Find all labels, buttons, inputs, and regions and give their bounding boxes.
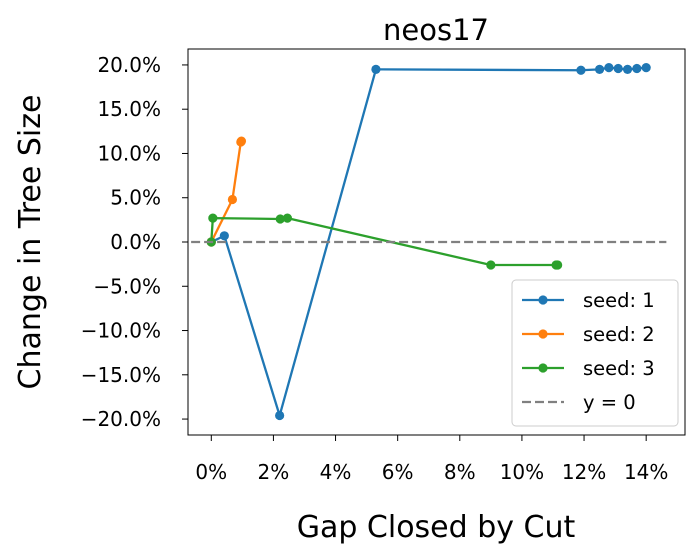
data-point <box>275 214 285 224</box>
data-point <box>632 63 642 74</box>
chart-title: neos17 <box>383 13 489 47</box>
legend-box <box>511 279 679 427</box>
series-seed-1 <box>206 62 651 421</box>
x-axis-title: Gap Closed by Cut <box>297 510 576 545</box>
legend-item-seed-2: seed: 2 <box>522 323 655 346</box>
data-point <box>282 213 292 223</box>
data-point <box>553 260 563 270</box>
y-tick-label: −10.0% <box>81 319 161 343</box>
data-point <box>486 260 496 270</box>
y-tick-label: 20.0% <box>97 53 161 77</box>
legend-item-seed-3: seed: 3 <box>522 357 655 380</box>
legend-marker <box>538 329 548 339</box>
legend-label: seed: 1 <box>583 289 655 312</box>
x-tick-label: 4% <box>320 460 352 484</box>
x-tick-label: 12% <box>562 460 606 484</box>
legend-item-y-0: y = 0 <box>522 391 636 414</box>
y-axis: −20.0% −15.0% −10.0% −5.0% 0.0% 5.0% 10.0% 15.0… <box>81 53 188 431</box>
data-point <box>371 64 381 74</box>
y-tick-label: 10.0% <box>97 141 161 165</box>
x-axis: 0% 2% 4% 6% 8% 10% 12% 14% <box>195 435 668 484</box>
data-point <box>208 213 218 223</box>
data-point <box>604 62 614 73</box>
y-tick-label: 15.0% <box>97 97 161 121</box>
y-axis-title: Change in Tree Size <box>13 95 48 390</box>
series-layer <box>191 62 667 421</box>
legend-item-seed-1: seed: 1 <box>522 289 655 312</box>
legend: seed: 1 seed: 2 seed: 3 y = 0 <box>511 279 679 427</box>
legend-marker <box>538 295 548 305</box>
data-point <box>622 64 633 74</box>
series-seed-3 <box>206 213 563 270</box>
x-tick-label: 0% <box>195 460 227 484</box>
y-tick-label: −20.0% <box>81 407 161 431</box>
data-point <box>236 136 247 146</box>
data-point <box>594 64 605 74</box>
legend-label: y = 0 <box>583 391 636 414</box>
x-tick-label: 10% <box>500 460 544 484</box>
data-point <box>641 62 651 73</box>
x-tick-label: 8% <box>444 460 476 484</box>
legend-marker <box>538 363 548 373</box>
legend-label: seed: 2 <box>583 323 655 346</box>
series-line <box>210 140 243 243</box>
y-tick-label: −15.0% <box>81 363 161 387</box>
data-point <box>219 231 229 241</box>
data-point <box>613 63 623 74</box>
y-tick-label: −5.0% <box>93 274 161 298</box>
y-tick-label: 5.0% <box>110 186 161 210</box>
x-tick-label: 6% <box>382 460 414 484</box>
data-point <box>275 410 285 421</box>
legend-label: seed: 3 <box>583 357 655 380</box>
data-point <box>227 194 238 205</box>
x-tick-label: 2% <box>258 460 290 484</box>
data-point <box>576 65 586 75</box>
y-tick-label: 0.0% <box>110 230 161 254</box>
x-tick-label: 14% <box>624 460 668 484</box>
